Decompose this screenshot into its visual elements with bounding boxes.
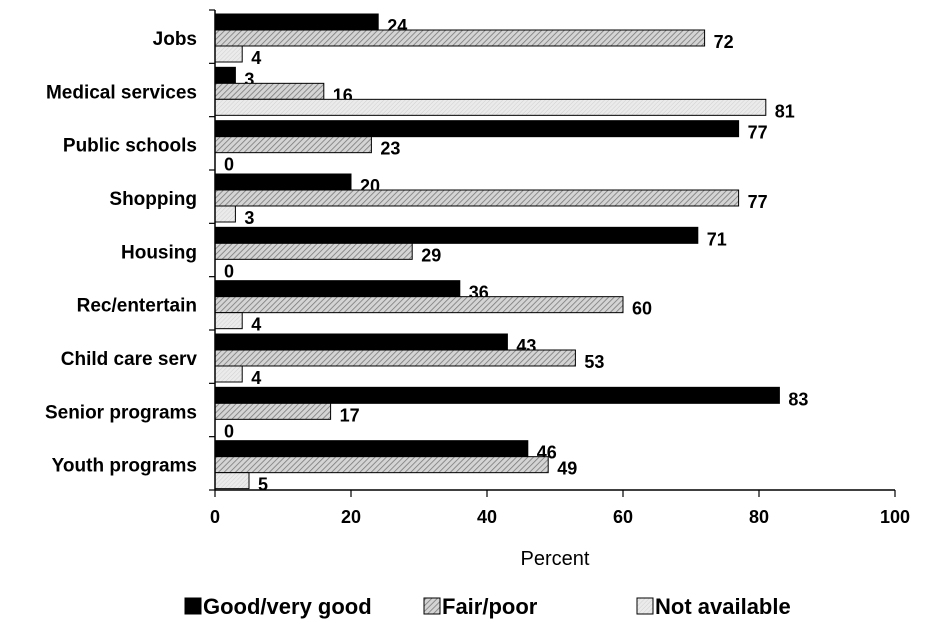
category-label-child-care-serv: Child care serv bbox=[61, 349, 198, 370]
category-label-jobs: Jobs bbox=[153, 29, 197, 50]
data-label-public-schools-fair-poor: 23 bbox=[380, 139, 400, 159]
category-label-senior-programs: Senior programs bbox=[45, 402, 197, 423]
data-label-housing-not-available: 0 bbox=[224, 261, 234, 281]
bar-shopping-not-available bbox=[214, 205, 236, 223]
bar-rec-entertain-fair-poor bbox=[214, 296, 624, 314]
data-label-shopping-not-available: 3 bbox=[244, 208, 254, 228]
axis-layer: Jobs Medical services Public schools Shoppi… bbox=[45, 9, 910, 570]
bar-child-care-serv-fair-poor bbox=[214, 349, 576, 367]
x-tick-label: 20 bbox=[341, 507, 361, 527]
data-label-shopping-fair-poor: 77 bbox=[748, 192, 768, 212]
legend-label-good-very-good: Good/very good bbox=[203, 594, 372, 619]
data-label-jobs-fair-poor: 72 bbox=[714, 32, 734, 52]
data-label-housing-fair-poor: 29 bbox=[421, 245, 441, 265]
bar-housing-good-very-good bbox=[214, 226, 699, 244]
data-label-medical-services-not-available: 81 bbox=[775, 101, 795, 121]
legend-label-fair-poor: Fair/poor bbox=[442, 594, 538, 619]
bars-layer: 2472431681772302077371290366044353483170… bbox=[214, 13, 808, 495]
data-label-senior-programs-good-very-good: 83 bbox=[788, 389, 808, 409]
x-tick-label: 80 bbox=[749, 507, 769, 527]
category-label-rec-entertain: Rec/entertain bbox=[77, 296, 197, 317]
category-label-medical-services: Medical services bbox=[46, 82, 197, 103]
bar-youth-programs-fair-poor bbox=[214, 456, 549, 474]
bar-public-schools-fair-poor bbox=[214, 136, 372, 154]
data-label-senior-programs-fair-poor: 17 bbox=[340, 405, 360, 425]
bar-jobs-not-available bbox=[214, 45, 243, 63]
category-label-public-schools: Public schools bbox=[63, 136, 197, 157]
data-label-rec-entertain-not-available: 4 bbox=[251, 315, 261, 335]
data-label-rec-entertain-fair-poor: 60 bbox=[632, 299, 652, 319]
bar-medical-services-good-very-good bbox=[214, 66, 236, 84]
legend-label-not-available: Not available bbox=[655, 594, 791, 619]
data-label-senior-programs-not-available: 0 bbox=[224, 421, 234, 441]
bar-youth-programs-good-very-good bbox=[214, 440, 529, 458]
category-label-housing: Housing bbox=[121, 242, 197, 263]
bar-jobs-fair-poor bbox=[214, 29, 706, 47]
category-label-shopping: Shopping bbox=[109, 189, 197, 210]
bar-senior-programs-good-very-good bbox=[214, 386, 780, 404]
data-label-youth-programs-fair-poor: 49 bbox=[557, 459, 577, 479]
bar-housing-fair-poor bbox=[214, 242, 413, 260]
data-label-child-care-serv-fair-poor: 53 bbox=[584, 352, 604, 372]
bar-senior-programs-fair-poor bbox=[214, 402, 332, 420]
bar-shopping-good-very-good bbox=[214, 173, 352, 191]
data-label-youth-programs-not-available: 5 bbox=[258, 475, 268, 495]
x-tick-label: 0 bbox=[210, 507, 220, 527]
bar-public-schools-good-very-good bbox=[214, 120, 740, 138]
legend: Good/very good Fair/poor Not available bbox=[184, 594, 791, 619]
legend-swatch-fair-poor bbox=[423, 597, 441, 615]
x-tick-label: 100 bbox=[880, 507, 910, 527]
bar-rec-entertain-good-very-good bbox=[214, 280, 461, 298]
bar-child-care-serv-not-available bbox=[214, 365, 243, 383]
data-label-jobs-not-available: 4 bbox=[251, 48, 261, 68]
legend-swatch-good-very-good bbox=[184, 597, 202, 615]
category-label-youth-programs: Youth programs bbox=[52, 456, 197, 477]
data-label-housing-good-very-good: 71 bbox=[707, 229, 727, 249]
data-label-medical-services-good-very-good: 3 bbox=[244, 69, 254, 89]
x-tick-label: 40 bbox=[477, 507, 497, 527]
x-axis-title: Percent bbox=[521, 548, 590, 570]
bar-jobs-good-very-good bbox=[214, 13, 379, 31]
bar-shopping-fair-poor bbox=[214, 189, 740, 207]
data-label-public-schools-good-very-good: 77 bbox=[748, 123, 768, 143]
bar-rec-entertain-not-available bbox=[214, 312, 243, 330]
bar-youth-programs-not-available bbox=[214, 472, 250, 490]
bar-medical-services-not-available bbox=[214, 98, 767, 116]
data-label-child-care-serv-not-available: 4 bbox=[251, 368, 261, 388]
bar-medical-services-fair-poor bbox=[214, 82, 325, 100]
bar-child-care-serv-good-very-good bbox=[214, 333, 508, 351]
x-tick-label: 60 bbox=[613, 507, 633, 527]
data-label-public-schools-not-available: 0 bbox=[224, 155, 234, 175]
legend-swatch-not-available bbox=[636, 597, 654, 615]
